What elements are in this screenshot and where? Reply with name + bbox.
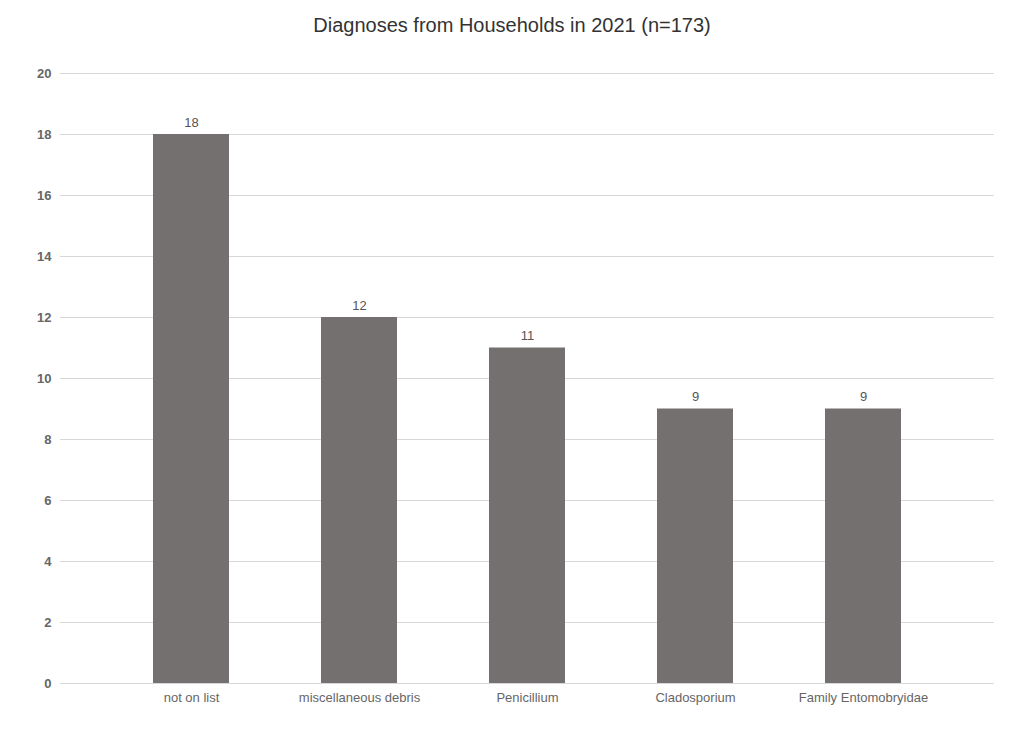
svg-text:14: 14 [37, 249, 52, 264]
svg-text:miscellaneous debris: miscellaneous debris [299, 690, 421, 705]
svg-text:not on list: not on list [164, 690, 220, 705]
svg-text:10: 10 [37, 371, 51, 386]
svg-text:11: 11 [521, 328, 535, 343]
svg-text:2: 2 [44, 615, 51, 630]
svg-text:9: 9 [692, 389, 699, 404]
svg-text:0: 0 [44, 676, 51, 691]
html-text:Diagnoses from Households in 2: Diagnoses from Households in 2021 (n=173… [313, 14, 711, 36]
svg-text:4: 4 [44, 554, 52, 569]
svg-text:Family Entomobryidae: Family Entomobryidae [799, 690, 928, 705]
svg-text:18: 18 [37, 127, 51, 142]
svg-text:12: 12 [37, 310, 51, 325]
svg-text:12: 12 [352, 298, 366, 313]
svg-text:6: 6 [44, 493, 51, 508]
svg-text:8: 8 [44, 432, 51, 447]
svg-text:16: 16 [37, 188, 51, 203]
svg-text:9: 9 [860, 389, 867, 404]
svg-text:18: 18 [184, 115, 198, 130]
svg-text:Cladosporium: Cladosporium [655, 690, 735, 705]
svg-text:Penicillium: Penicillium [496, 690, 558, 705]
svg-text:20: 20 [37, 66, 51, 81]
